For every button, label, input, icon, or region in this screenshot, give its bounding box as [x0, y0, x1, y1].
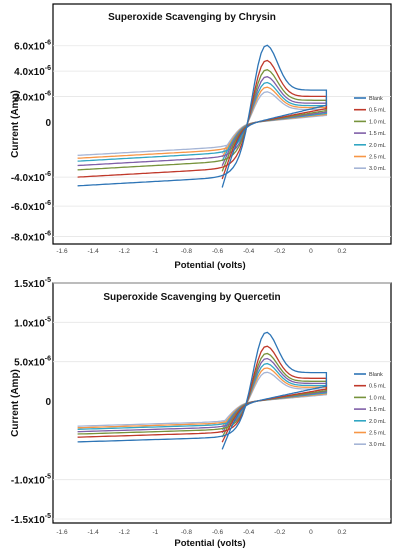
x-tick-label: -1 [152, 248, 158, 255]
legend-label: Blank [369, 372, 383, 378]
series-line [77, 81, 328, 162]
legend-label: 1.0 mL [369, 395, 386, 401]
y-axis-label: Current (Amp) [10, 369, 21, 437]
y-tick-label: 1.5x10-5 [14, 277, 51, 290]
legend-label: 2.5 mL [369, 155, 386, 161]
x-tick-label: -0.8 [181, 248, 193, 255]
series-line [77, 59, 328, 180]
y-tick-label: 4.0x10-6 [14, 65, 51, 78]
x-tick-label: -1.6 [56, 529, 68, 536]
y-tick-label: 2.0x10-6 [14, 91, 51, 104]
x-tick-label: -1.4 [88, 248, 100, 255]
x-tick-label: 0.2 [337, 248, 346, 255]
legend-label: 0.5 mL [369, 384, 386, 390]
x-tick-label: -0.2 [274, 529, 286, 536]
chrysin-figure: Superoxide Scavenging by Chrysin 6.0x10-6… [0, 0, 402, 271]
legend-label: 2.5 mL [369, 431, 386, 437]
legend-label: 3.0 mL [369, 166, 386, 172]
y-tick-label: -1.5x10-5 [11, 513, 51, 526]
series-line [77, 91, 328, 156]
y-tick-label: 1.0x10-5 [14, 316, 51, 329]
y-tick-label: -4.0x10-6 [11, 171, 51, 184]
legend-label: 1.5 mL [369, 407, 386, 413]
legend-label: 1.5 mL [369, 131, 386, 137]
y-tick-label: 0 [45, 397, 51, 408]
series-line [77, 44, 328, 188]
x-tick-label: -0.6 [212, 248, 224, 255]
legend-label: 3.0 mL [369, 442, 386, 448]
y-tick-label: 5.0x10-6 [14, 356, 51, 369]
x-axis-label: Potential (volts) [174, 260, 245, 270]
quercetin-figure: Superoxide Scavenging by Quercetin 1.5x10… [0, 273, 402, 550]
x-tick-label: -0.4 [243, 248, 255, 255]
y-tick-label: -1.0x10-5 [11, 474, 51, 487]
series-line [77, 331, 328, 450]
legend-label: 2.0 mL [369, 143, 386, 149]
legend-label: 0.5 mL [369, 108, 386, 114]
plot-frame [52, 282, 392, 524]
x-tick-label: 0 [309, 529, 313, 536]
x-tick-label: -0.2 [274, 248, 286, 255]
y-tick-label: -8.0x10-6 [11, 231, 51, 244]
x-tick-label: -0.8 [181, 529, 193, 536]
y-tick-label: 6.0x10-6 [14, 40, 51, 53]
series-line [77, 86, 328, 159]
chrysin-chart: Superoxide Scavenging by Chrysin 6.0x10-6… [10, 3, 392, 271]
x-tick-label: 0 [309, 248, 313, 255]
legend-label: Blank [369, 96, 383, 102]
x-tick-label: -1.2 [119, 248, 131, 255]
legend-label: 1.0 mL [369, 119, 386, 125]
plot-frame [52, 3, 392, 245]
x-tick-label: -1.4 [88, 529, 100, 536]
x-tick-label: -1.6 [56, 248, 68, 255]
chart-title: Superoxide Scavenging by Chrysin [108, 12, 276, 23]
y-tick-label: -6.0x10-6 [11, 200, 51, 213]
legend-label: 2.0 mL [369, 419, 386, 425]
x-tick-label: -1.2 [119, 529, 131, 536]
series-line [77, 76, 328, 167]
y-axis-label: Current (Amp) [10, 90, 21, 158]
quercetin-chart: Superoxide Scavenging by Quercetin 1.5x10… [10, 277, 392, 549]
chart-title: Superoxide Scavenging by Quercetin [103, 292, 280, 303]
x-tick-label: -0.4 [243, 529, 255, 536]
x-tick-label: -1 [152, 529, 158, 536]
x-tick-label: 0.2 [337, 529, 346, 536]
x-tick-label: -0.6 [212, 529, 224, 536]
x-axis-label: Potential (volts) [174, 538, 245, 549]
y-tick-label: 0 [45, 118, 51, 129]
